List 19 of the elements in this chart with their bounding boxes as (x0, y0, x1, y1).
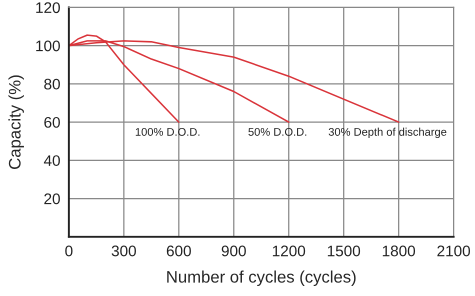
x-tick-label: 1200 (272, 246, 306, 256)
y-axis-title: Capacity (%) (8, 75, 24, 169)
x-tick-label: 900 (222, 246, 246, 256)
y-tick-label: 120 (36, 2, 60, 14)
x-tick-label: 300 (112, 246, 136, 256)
annotation: 30% Depth of discharge (328, 128, 446, 138)
annotation: 50% D.O.D. (248, 128, 306, 136)
y-tick-label: 40 (44, 155, 60, 166)
y-tick-label: 20 (44, 193, 60, 204)
y-tick-label: 80 (44, 78, 60, 90)
y-tick-label: 100 (36, 40, 60, 52)
x-tick-label: 1800 (382, 246, 416, 256)
x-axis-title: Number of cycles (cycles) (167, 270, 356, 286)
x-tick-label: 2100 (437, 246, 470, 256)
x-tick-label: 1500 (328, 246, 360, 256)
annotation: 100% D.O.D. (136, 128, 200, 136)
x-tick-label: 600 (166, 246, 191, 256)
y-tick-label: 60 (44, 116, 60, 128)
x-tick-label: 0 (65, 246, 73, 256)
